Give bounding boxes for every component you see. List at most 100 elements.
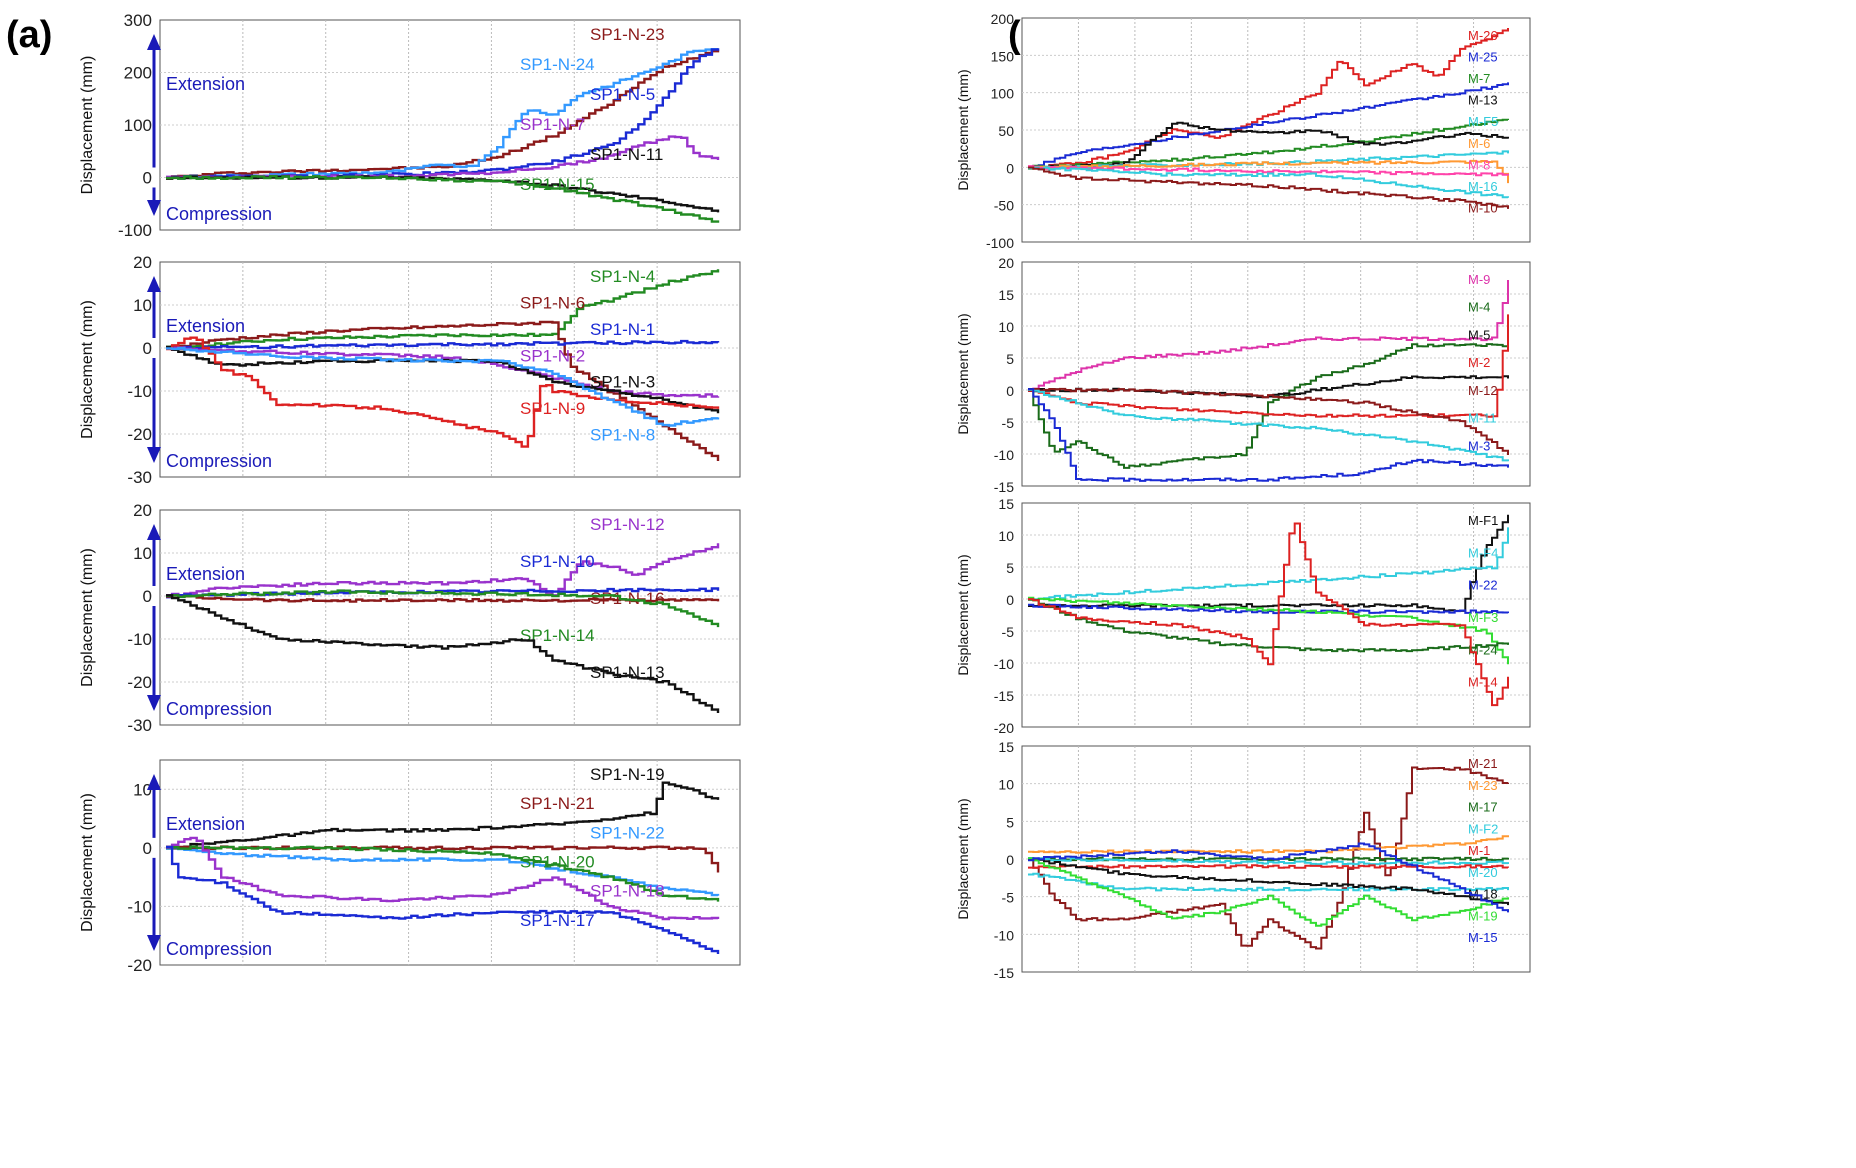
- compression-arrow-head: [147, 935, 161, 951]
- series-line-sp1-n-23: [166, 50, 720, 180]
- series-label-m-12: M-12: [1468, 383, 1498, 398]
- series-label-sp1-n-9: SP1-N-9: [520, 399, 585, 418]
- subplot-b-2: 20 15 10 5 0 -5 -10 -15 Displacement (mm) M-9 M-4 M…: [955, 255, 1531, 495]
- series-line-m-4: [1028, 343, 1509, 469]
- y-tick-label: 0: [1006, 852, 1014, 868]
- plot-frame: [1021, 502, 1531, 728]
- compression-arrow-head: [147, 695, 161, 711]
- subplot-b-1: 200 150 100 50 0 -50 -100 Displacement (mm) M-26…: [955, 11, 1531, 251]
- y-axis-label: Displacement (mm): [955, 798, 971, 919]
- subplot-a-4: 10 0 -10 -20 Displacement (mm) Extension Compr…: [79, 759, 741, 975]
- series-label-m-24: M-24: [1468, 642, 1498, 657]
- extension-arrow-head: [147, 774, 161, 790]
- series-label-m-22: M-22: [1468, 578, 1498, 593]
- series-line-m-11: [1028, 388, 1509, 462]
- y-tick-label: -20: [127, 425, 152, 444]
- y-tick-label: 0: [143, 339, 152, 358]
- compression-annotation: Compression: [166, 451, 272, 471]
- series-label-m-f1: M-F1: [1468, 513, 1498, 528]
- y-tick-label: 200: [991, 11, 1015, 27]
- series-label-sp1-n-4: SP1-N-4: [590, 267, 655, 286]
- series-line-m-3: [1028, 388, 1509, 482]
- y-tick-label: -100: [118, 221, 152, 240]
- series-label-sp1-n-3: SP1-N-3: [590, 373, 655, 392]
- y-tick-label: 100: [991, 86, 1015, 102]
- series-line-m-16: [1028, 166, 1509, 199]
- series-line-sp1-n-19: [166, 781, 720, 850]
- y-axis-label: Displacement (mm): [79, 56, 96, 195]
- compression-annotation: Compression: [166, 939, 272, 959]
- y-tick-label: 20: [133, 253, 152, 272]
- series-line-m-22: [1028, 603, 1509, 615]
- y-tick-label: 20: [998, 255, 1014, 271]
- subplot-a-3: 20 10 0 -10 -20 -30 Displacement (mm) Extension…: [79, 501, 741, 735]
- y-tick-label: -10: [127, 897, 152, 916]
- y-axis-label: Displacement (mm): [955, 69, 971, 190]
- series-label-m-11: M-11: [1468, 411, 1497, 426]
- y-axis-label: Displacement (mm): [955, 554, 971, 675]
- y-axis-label: Displacement (mm): [79, 793, 96, 932]
- series-label-m-16: M-16: [1468, 179, 1498, 194]
- y-tick-label: 10: [133, 296, 152, 315]
- series-label-sp1-n-19: SP1-N-19: [590, 765, 665, 784]
- series-line-sp1-n-12: [166, 543, 720, 597]
- series-label-sp1-n-12: SP1-N-12: [590, 515, 665, 534]
- series-line-m-26: [1028, 28, 1509, 169]
- compression-arrow-head: [147, 200, 161, 216]
- y-tick-label: -100: [986, 235, 1014, 251]
- series-label-m-4: M-4: [1468, 300, 1490, 315]
- series-line-m-1: [1028, 864, 1509, 869]
- y-tick-label: 0: [143, 587, 152, 606]
- series-line-m-f2: [1028, 857, 1509, 866]
- series-label-m-25: M-25: [1468, 50, 1498, 65]
- series-label-m-5: M-5: [1468, 327, 1490, 342]
- extension-annotation: Extension: [166, 564, 245, 584]
- y-tick-label: -10: [127, 630, 152, 649]
- y-tick-label: -20: [127, 956, 152, 975]
- subplot-a-2: 20 10 0 -10 -20 -30 Displacement (mm) Extension…: [79, 253, 741, 487]
- subplot-b-3: 15 10 5 0 -5 -10 -15 -20 Displacement (mm) M-F1 M-…: [955, 496, 1531, 736]
- series-label-m-21: M-21: [1468, 756, 1498, 771]
- series-label-sp1-n-6: SP1-N-6: [520, 293, 585, 312]
- series-line-m-12: [1028, 387, 1509, 455]
- series-line-sp1-n-4: [166, 269, 720, 348]
- y-tick-label: 10: [133, 544, 152, 563]
- subplot-a-1: 300 200 100 0 -100 Displacement (mm) Extension…: [79, 11, 741, 240]
- y-tick-label: -5: [1002, 890, 1015, 906]
- y-tick-label: -10: [994, 447, 1014, 463]
- series-label-m-f3: M-F3: [1468, 610, 1498, 625]
- y-tick-label: 15: [998, 739, 1014, 755]
- series-line-m-25: [1028, 82, 1509, 168]
- plot-frame: [1021, 261, 1531, 487]
- series-label-m-1: M-1: [1468, 843, 1490, 858]
- series-label-sp1-n-7: SP1-N-7: [520, 115, 585, 134]
- series-label-m-2: M-2: [1468, 355, 1490, 370]
- series-label-sp1-n-14: SP1-N-14: [520, 626, 595, 645]
- series-line-m-20: [1028, 872, 1509, 892]
- extension-arrow-head: [147, 34, 161, 50]
- y-tick-label: -50: [994, 198, 1014, 214]
- series-line-sp1-n-22: [166, 846, 720, 897]
- y-tick-label: 5: [1006, 560, 1014, 576]
- y-tick-label: 20: [133, 501, 152, 520]
- y-tick-label: 10: [998, 319, 1014, 335]
- series-label-m-10: M-10: [1468, 200, 1498, 215]
- series-line-m-15: [1028, 842, 1509, 913]
- series-line-m-2: [1028, 314, 1509, 418]
- series-label-sp1-n-18: SP1-N-18: [590, 882, 665, 901]
- series-line-m-f4: [1028, 527, 1509, 601]
- series-line-sp1-n-14: [166, 589, 720, 628]
- y-tick-label: 0: [1006, 383, 1014, 399]
- series-label-sp1-n-13: SP1-N-13: [590, 663, 665, 682]
- y-tick-label: 10: [998, 777, 1014, 793]
- y-tick-label: -20: [127, 673, 152, 692]
- series-label-m-15: M-15: [1468, 930, 1498, 945]
- y-tick-label: 150: [991, 48, 1015, 64]
- extension-arrow-head: [147, 276, 161, 292]
- extension-annotation: Extension: [166, 74, 245, 94]
- series-label-m-23: M-23: [1468, 778, 1498, 793]
- y-tick-label: -10: [994, 656, 1014, 672]
- y-tick-label: -30: [127, 716, 152, 735]
